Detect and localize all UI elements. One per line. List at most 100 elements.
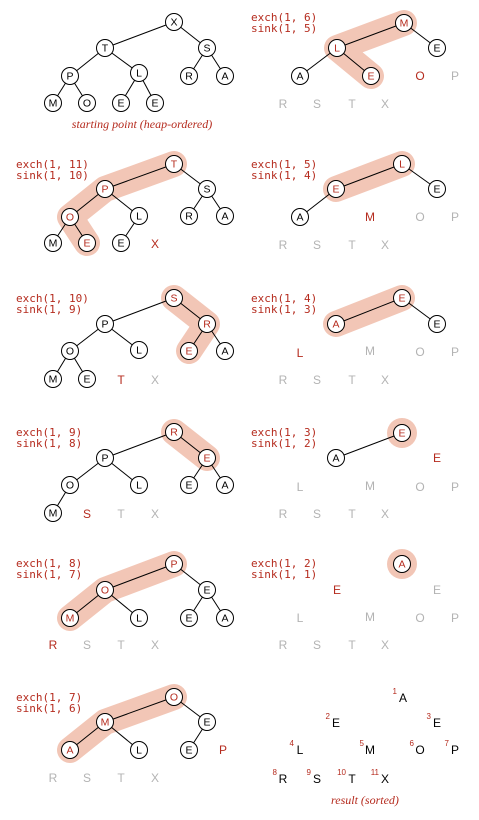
- node-key: T: [171, 159, 178, 171]
- tree-node: E: [180, 342, 198, 360]
- array-key: P: [451, 743, 459, 757]
- node-circle: [216, 609, 234, 627]
- tree-node: E: [198, 713, 216, 731]
- tree-node: P: [96, 315, 114, 333]
- array-key: T: [348, 638, 356, 652]
- array-key: T: [348, 373, 356, 387]
- tree-node: E: [112, 94, 130, 112]
- node-key: E: [203, 717, 210, 729]
- node-key: A: [221, 613, 228, 625]
- tree-edge: [104, 21, 175, 49]
- tree-node: P: [96, 449, 114, 467]
- tree-node: X: [165, 13, 183, 31]
- node-circle: [44, 370, 62, 388]
- tree-node: E: [198, 449, 216, 467]
- node-circle: [216, 342, 234, 360]
- operation-label: exch(1, 11): [16, 158, 89, 171]
- node-key: L: [399, 159, 405, 171]
- highlight-path: [57, 551, 187, 631]
- node-circle: [61, 476, 79, 494]
- array-key: P: [451, 69, 459, 83]
- array-key: O: [415, 345, 424, 359]
- node-circle: [216, 67, 234, 85]
- array-key: T: [348, 97, 356, 111]
- tree-edge: [335, 432, 403, 459]
- array-key: L: [297, 346, 304, 360]
- node-key: M: [49, 238, 58, 250]
- node-key: P: [101, 319, 108, 331]
- tree-edge: [104, 163, 175, 190]
- array-key: O: [415, 480, 424, 494]
- array-key: O: [415, 69, 424, 83]
- node-circle: [428, 315, 446, 333]
- tree-node: L: [328, 39, 346, 57]
- node-key: A: [332, 453, 339, 465]
- node-circle: [393, 289, 411, 307]
- node-circle: [61, 342, 79, 360]
- node-key: A: [332, 319, 339, 331]
- tree-node: A: [327, 315, 345, 333]
- array-index: 2: [326, 712, 331, 721]
- array-key: S: [313, 238, 321, 252]
- array-index: 3: [427, 712, 432, 721]
- tree-node: M: [44, 370, 62, 388]
- tree-node: S: [165, 289, 183, 307]
- tree-edge: [335, 163, 403, 190]
- node-key: L: [136, 613, 142, 625]
- array-key: R: [49, 638, 58, 652]
- tree-node: L: [130, 207, 148, 225]
- operation-label: sink(1, 1): [251, 568, 317, 581]
- node-key: A: [221, 346, 228, 358]
- array-key: X: [151, 638, 159, 652]
- tree-node: R: [198, 315, 216, 333]
- array-key: X: [381, 238, 389, 252]
- tree-edge: [335, 297, 403, 325]
- node-key: O: [83, 98, 91, 110]
- array-key: R: [279, 97, 288, 111]
- tree-node: M: [96, 713, 114, 731]
- node-circle: [165, 688, 183, 706]
- operation-label: exch(1, 2): [251, 557, 317, 570]
- array-key: M: [365, 479, 375, 493]
- node-key: E: [117, 98, 124, 110]
- node-key: M: [49, 508, 58, 520]
- node-circle: [362, 67, 380, 85]
- node-circle: [180, 476, 198, 494]
- node-circle: [96, 713, 114, 731]
- node-circle: [428, 39, 446, 57]
- array-key: X: [381, 97, 389, 111]
- node-circle: [198, 581, 216, 599]
- array-key: X: [151, 237, 159, 251]
- array-key: S: [313, 507, 321, 521]
- node-key: E: [398, 428, 405, 440]
- node-key: E: [185, 480, 192, 492]
- node-circle: [180, 342, 198, 360]
- array-key: O: [415, 743, 424, 757]
- operation-label: exch(1, 4): [251, 292, 317, 305]
- node-key: E: [332, 184, 339, 196]
- node-key: E: [117, 238, 124, 250]
- tree-node: A: [327, 449, 345, 467]
- node-circle: [393, 424, 411, 442]
- tree-node: L: [130, 341, 148, 359]
- operation-label: exch(1, 8): [16, 557, 82, 570]
- array-key: S: [83, 638, 91, 652]
- tree-edge: [336, 22, 405, 49]
- node-circle: [130, 609, 148, 627]
- tree-node: A: [216, 67, 234, 85]
- panel-caption: result (sorted): [331, 793, 399, 807]
- node-key: P: [170, 559, 177, 571]
- array-key: P: [451, 611, 459, 625]
- node-key: E: [433, 43, 440, 55]
- node-key: M: [400, 18, 409, 30]
- node-circle: [130, 207, 148, 225]
- operation-label: exch(1, 9): [16, 426, 82, 439]
- tree-node: L: [130, 609, 148, 627]
- tree-node: E: [180, 609, 198, 627]
- node-circle: [44, 234, 62, 252]
- tree-node: M: [61, 609, 79, 627]
- node-circle: [327, 315, 345, 333]
- tree-node: M: [44, 94, 62, 112]
- node-key: S: [170, 293, 177, 305]
- node-key: A: [221, 211, 228, 223]
